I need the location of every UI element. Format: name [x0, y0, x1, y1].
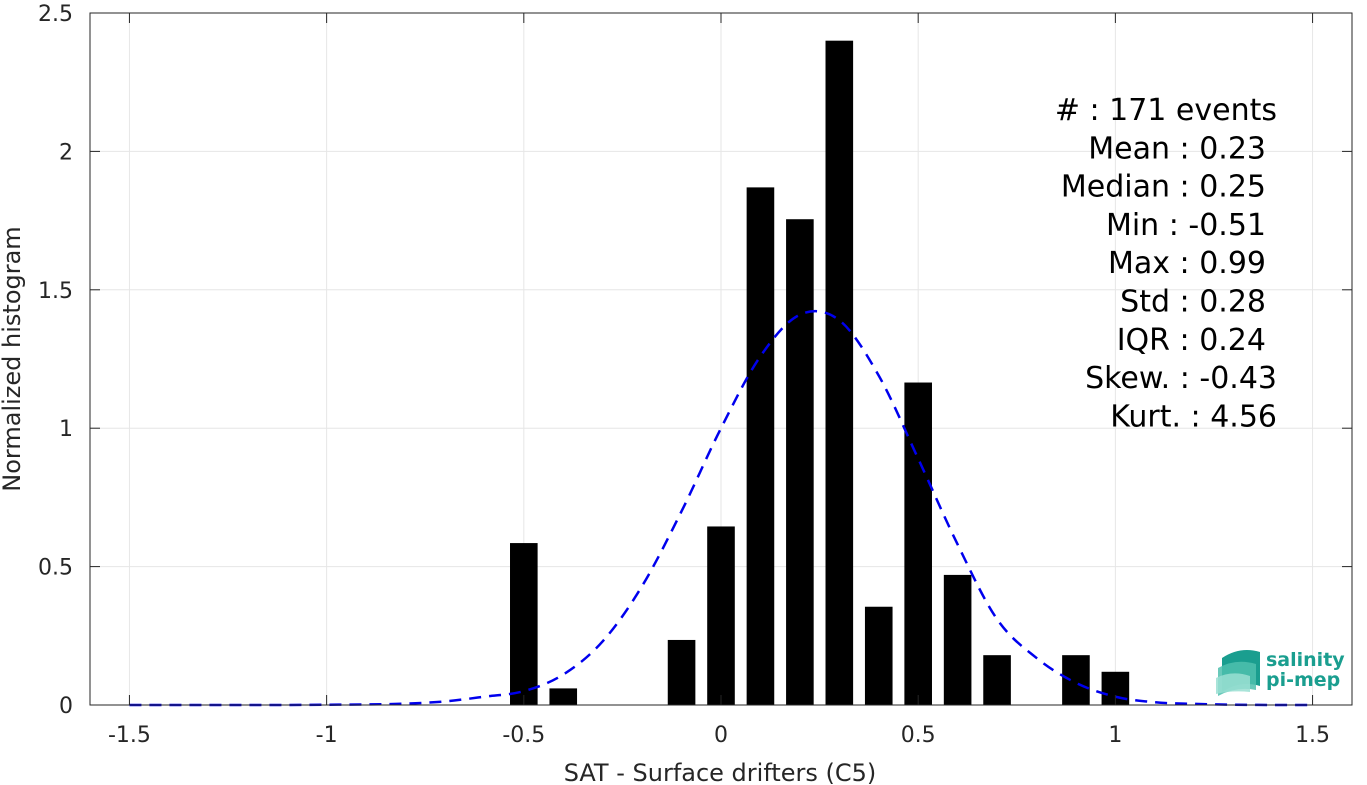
x-tick-label: -0.5 [502, 723, 545, 748]
stats-line: IQR : 0.24 [1117, 323, 1266, 358]
histogram-bar [1062, 655, 1090, 705]
logo-line1: salinity [1266, 649, 1345, 671]
wave-logo-icon [1216, 650, 1260, 696]
y-tick-labels: 0 0.5 1 1.5 2 2.5 [38, 2, 73, 719]
stats-line: Max : 0.99 [1108, 246, 1266, 281]
histogram-bar [943, 574, 972, 705]
histogram-bar [864, 606, 893, 705]
y-tick-label: 2.5 [38, 2, 73, 27]
bars [510, 40, 1130, 706]
stats-line: Skew. : -0.43 [1085, 361, 1277, 396]
x-tick-label: 0 [714, 723, 728, 748]
stats-line: # : 171 events [1055, 93, 1277, 128]
histogram-bar [549, 688, 578, 705]
stats-line: Mean : 0.23 [1088, 131, 1266, 166]
stats-line: Min : -0.51 [1106, 208, 1266, 243]
axis-ticks [90, 12, 1352, 706]
histogram-bar [667, 639, 696, 705]
histogram-bar [746, 187, 775, 705]
histogram-bar [510, 543, 538, 705]
histogram-bar [825, 40, 854, 706]
y-axis-title: Normalized histogram [0, 226, 26, 491]
x-axis-title: SAT - Surface drifters (C5) [564, 759, 877, 785]
y-tick-label: 0.5 [38, 556, 73, 581]
stats-line: Std : 0.28 [1120, 285, 1266, 320]
salinity-pi-mep-logo: salinity pi-mep [1216, 649, 1345, 696]
y-tick-label: 2 [59, 140, 73, 165]
y-tick-label: 1.5 [38, 279, 73, 304]
x-tick-label: 1.5 [1295, 723, 1330, 748]
histogram-bar [983, 655, 1011, 705]
x-tick-label: -1.5 [108, 723, 151, 748]
logo-line2: pi-mep [1266, 669, 1340, 691]
histogram-bar [707, 526, 735, 705]
histogram-bar [786, 219, 814, 705]
y-tick-label: 0 [59, 694, 73, 719]
histogram-bar [904, 382, 932, 705]
x-tick-label: 0.5 [901, 723, 936, 748]
x-tick-labels: -1.5 -1 -0.5 0 0.5 1 1.5 [108, 723, 1330, 748]
x-tick-label: -1 [316, 723, 338, 748]
x-tick-label: 1 [1108, 723, 1122, 748]
stats-line: Kurt. : 4.56 [1110, 399, 1277, 434]
stats-line: Median : 0.25 [1061, 170, 1266, 205]
y-tick-label: 1 [59, 417, 73, 442]
